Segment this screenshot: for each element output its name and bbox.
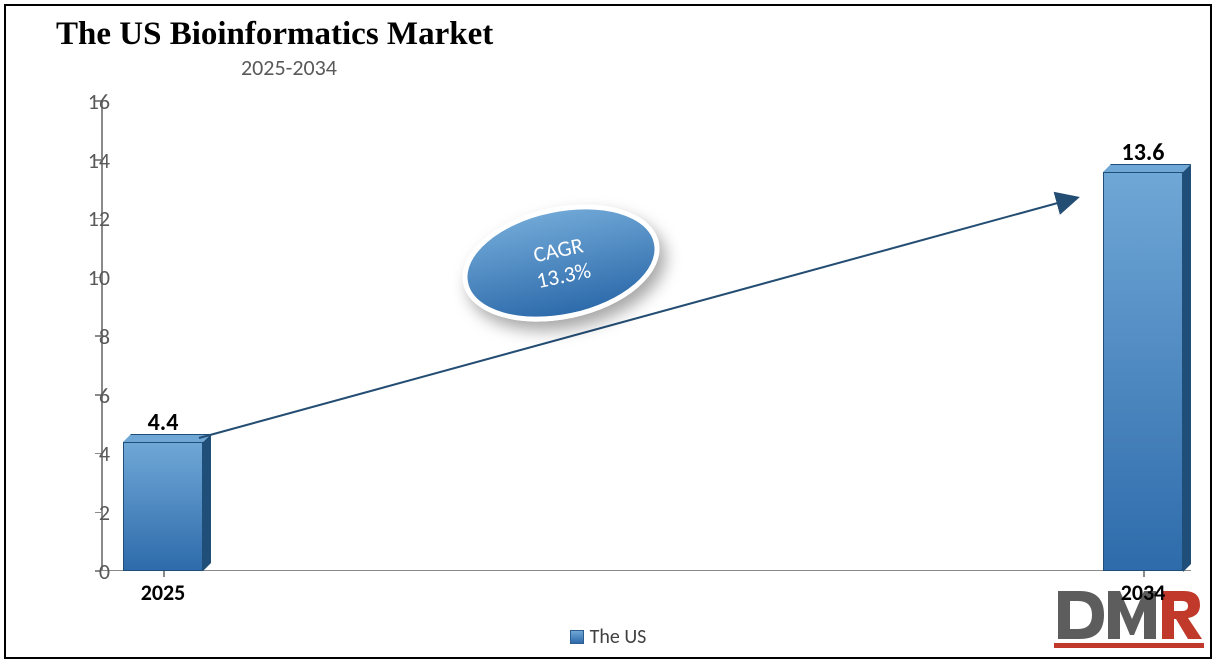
legend-swatch [570, 630, 584, 644]
legend: The US [6, 625, 1210, 649]
x-axis [101, 570, 1191, 572]
x-tick [163, 571, 165, 577]
bar-side [203, 434, 211, 571]
chart-frame: The US Bioinformatics Market 2025-2034 C… [4, 4, 1212, 659]
bar-front [123, 442, 203, 571]
y-tick-label: 2 [50, 499, 110, 526]
y-tick-label: 4 [50, 440, 110, 467]
bar-2034 [1103, 172, 1183, 572]
y-tick-label: 16 [50, 88, 110, 115]
y-tick-label: 8 [50, 323, 110, 350]
x-category-label: 2025 [118, 579, 208, 606]
y-tick-label: 10 [50, 264, 110, 291]
bar-value-label: 4.4 [118, 408, 208, 437]
x-tick [1143, 571, 1145, 577]
bar-side [1183, 164, 1191, 572]
bar-value-label: 13.6 [1098, 138, 1188, 167]
legend-label: The US [590, 625, 647, 649]
y-tick-label: 14 [50, 147, 110, 174]
x-category-label: 2034 [1098, 579, 1188, 606]
y-tick-label: 0 [50, 558, 110, 585]
chart-title: The US Bioinformatics Market [56, 16, 493, 53]
chart-subtitle: 2025-2034 [241, 54, 337, 81]
bar-2025 [123, 442, 203, 571]
y-tick-label: 12 [50, 205, 110, 232]
y-tick-label: 6 [50, 382, 110, 409]
plot-area [101, 101, 1191, 571]
bar-front [1103, 172, 1183, 572]
